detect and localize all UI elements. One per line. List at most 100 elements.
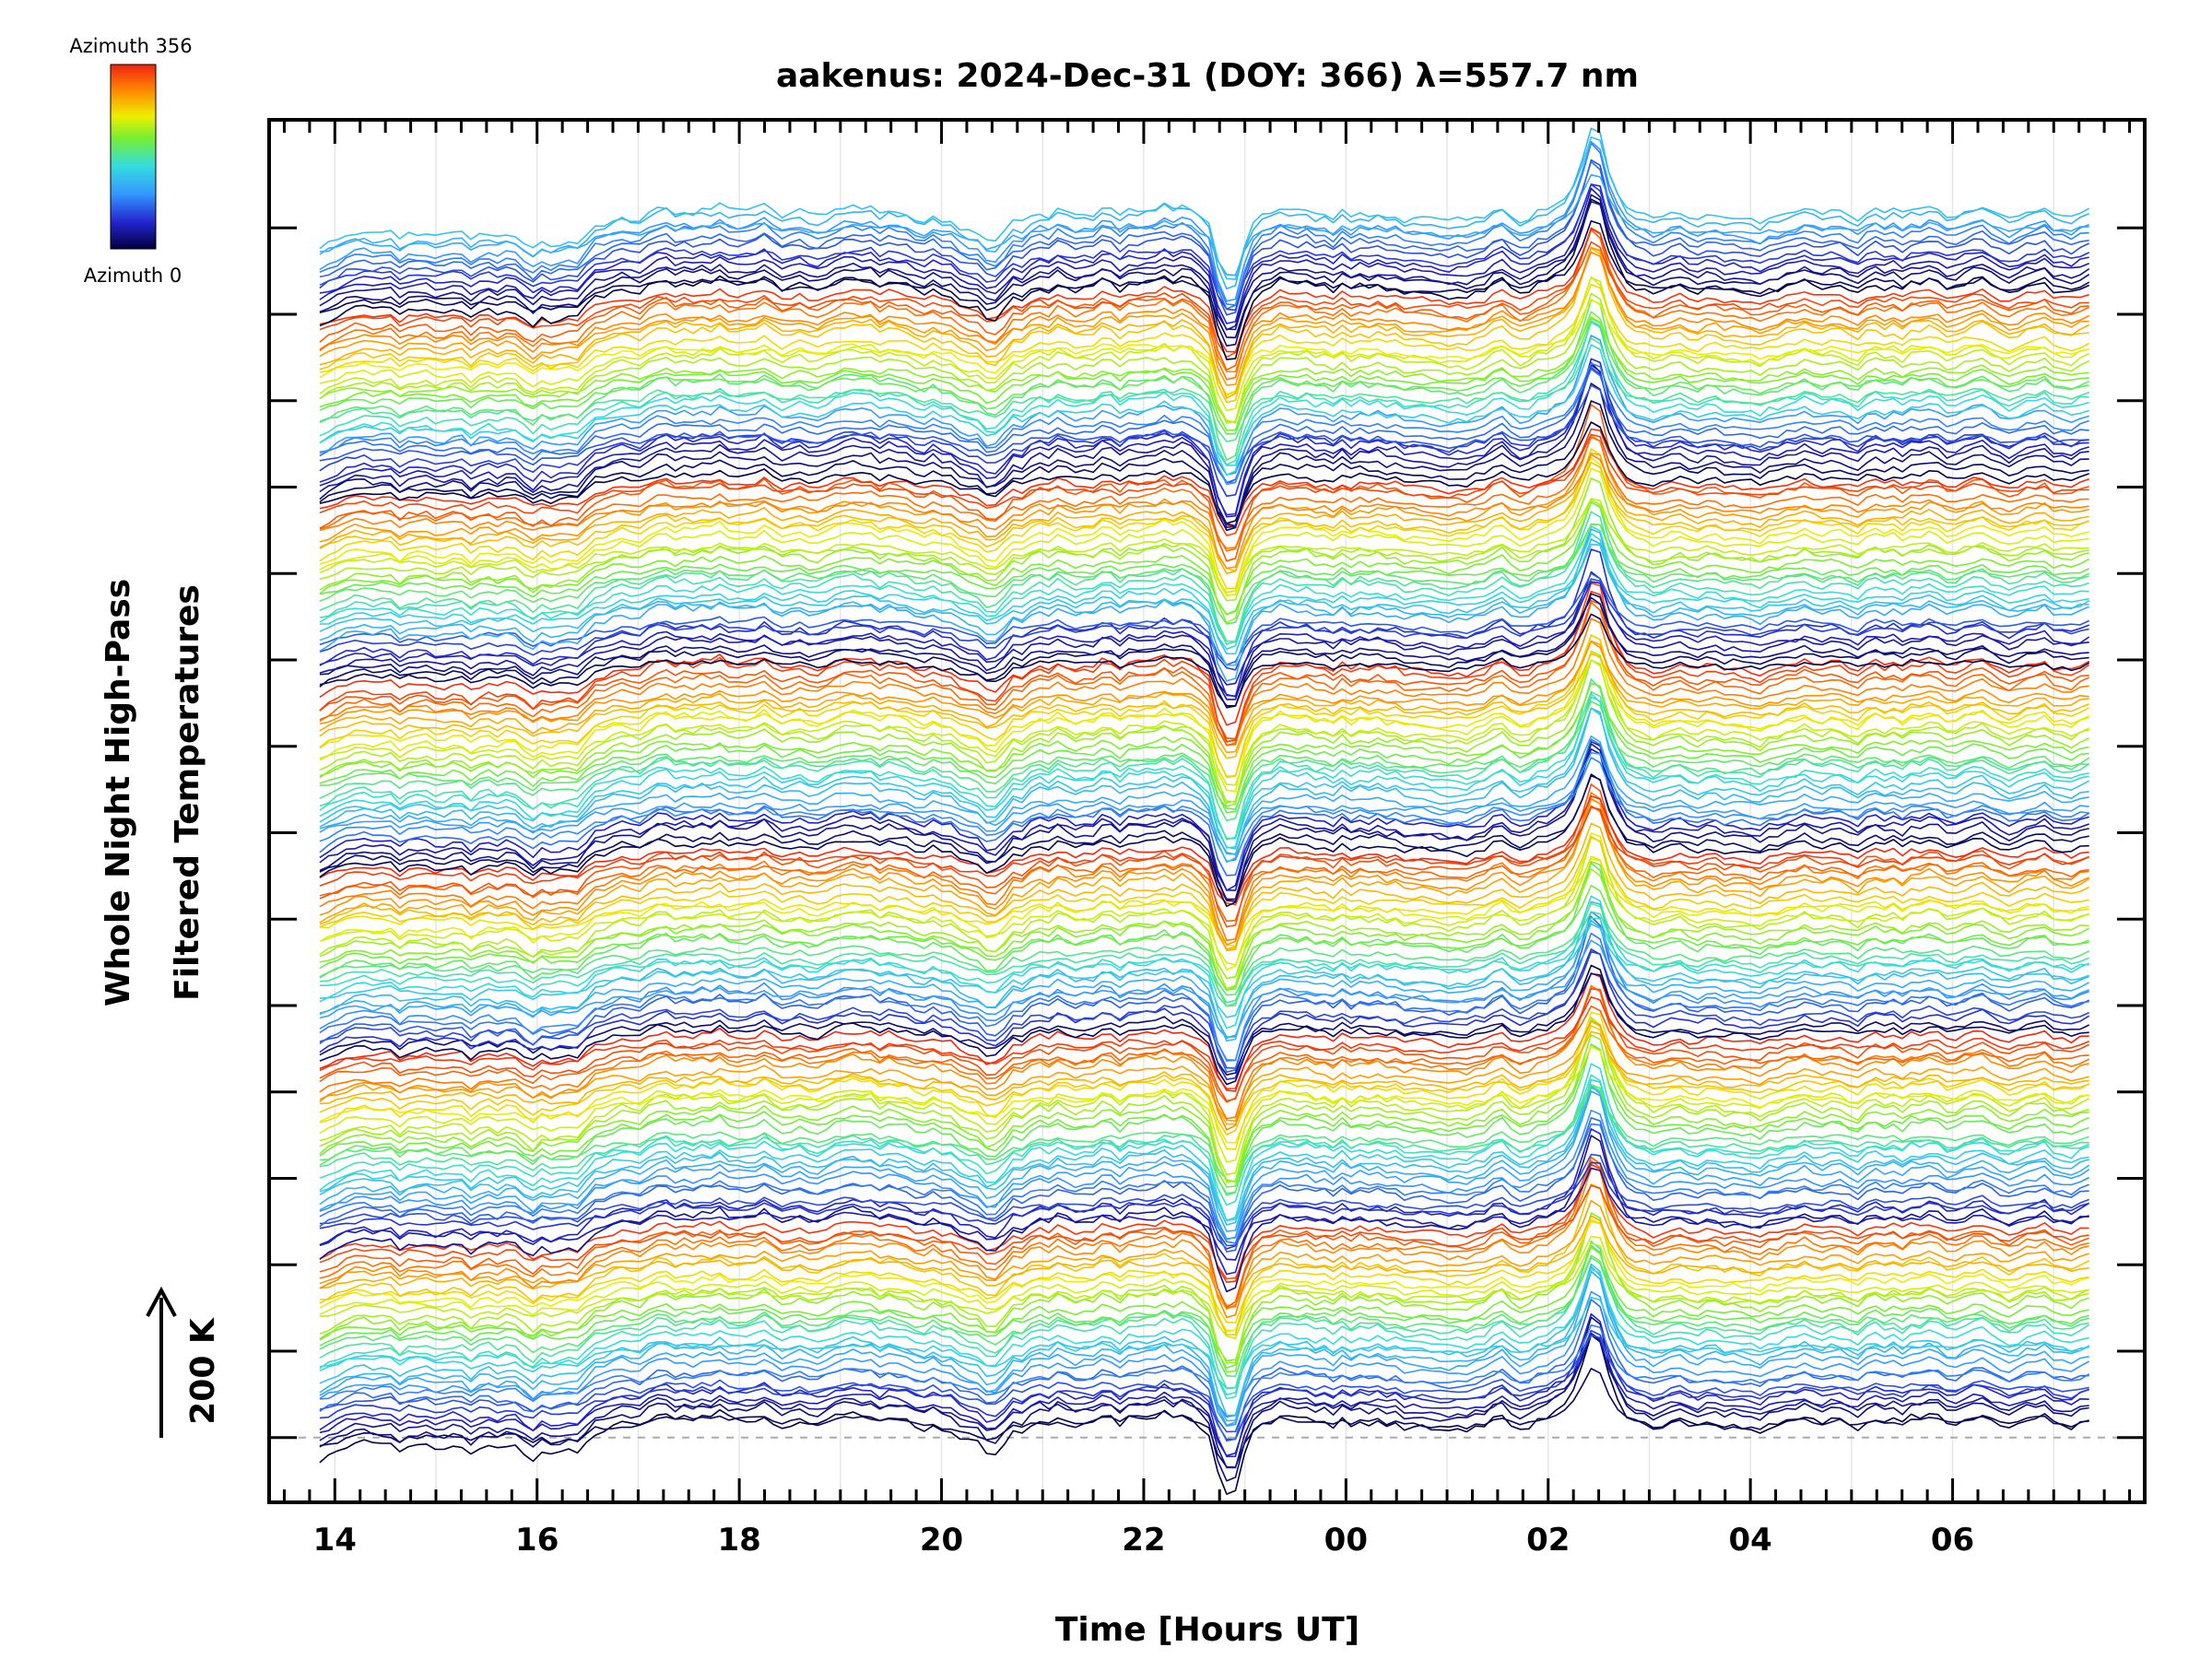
temperature-trace xyxy=(319,183,2090,312)
temperature-trace xyxy=(319,743,2089,902)
temperature-trace xyxy=(319,1316,2089,1482)
temperature-traces xyxy=(319,127,2090,1495)
x-tick-label: 00 xyxy=(1324,1522,1368,1559)
chart-title: aakenus: 2024-Dec-31 (DOY: 366) λ=557.7 … xyxy=(776,57,1639,95)
temperature-trace xyxy=(319,932,2089,1062)
temperature-trace xyxy=(319,362,2089,477)
temperature-trace xyxy=(319,1117,2089,1253)
temperature-trace xyxy=(319,461,2089,572)
temperature-trace xyxy=(319,911,2089,1062)
temperature-trace xyxy=(319,511,2089,646)
temperature-trace xyxy=(319,988,2090,1102)
temperature-trace xyxy=(319,797,2090,946)
temperature-trace xyxy=(319,127,2089,290)
temperature-trace xyxy=(319,798,2090,951)
temperature-trace xyxy=(319,1256,2089,1378)
temperature-trace xyxy=(319,735,2089,855)
temperature-trace xyxy=(319,972,2090,1076)
temperature-trace xyxy=(319,837,2089,990)
temperature-trace xyxy=(319,246,2090,399)
temperature-trace xyxy=(319,971,2089,1092)
temperature-trace xyxy=(319,160,2089,311)
temperature-trace xyxy=(319,1312,2089,1458)
temperature-trace xyxy=(319,228,2089,353)
temperature-trace xyxy=(319,582,2090,743)
colorbar xyxy=(110,64,157,250)
temperature-trace xyxy=(319,187,2089,331)
temperature-trace xyxy=(319,433,2089,536)
temperature-trace xyxy=(319,596,2089,698)
temperature-trace xyxy=(319,1020,2089,1122)
temperature-trace xyxy=(319,1074,2090,1206)
temperature-trace xyxy=(319,1167,2089,1261)
temperature-trace xyxy=(319,315,2089,423)
temperature-trace xyxy=(319,320,2089,477)
temperature-trace xyxy=(319,805,2089,923)
temperature-trace xyxy=(319,499,2089,602)
temperature-trace xyxy=(319,298,2089,396)
x-axis-label: Time [Hours UT] xyxy=(1055,1611,1359,1649)
temperature-trace xyxy=(319,321,2089,466)
temperature-trace xyxy=(319,1084,2089,1194)
temperature-trace xyxy=(319,659,2090,786)
plot-frame xyxy=(267,118,2147,1504)
temperature-trace xyxy=(319,1085,2090,1232)
temperature-trace xyxy=(319,599,2089,740)
temperature-trace xyxy=(319,219,2090,339)
x-tick-labels: 14 16 18 20 22 00 02 04 06 xyxy=(313,1522,1975,1559)
scale-arrow-head xyxy=(146,1286,177,1317)
temperature-trace xyxy=(319,915,2090,1073)
temperature-trace xyxy=(319,1128,2090,1276)
temperature-trace xyxy=(319,1199,2089,1311)
temperature-trace xyxy=(319,1220,2089,1324)
temperature-trace xyxy=(319,855,2090,966)
temperature-trace xyxy=(319,227,2090,381)
temperature-trace xyxy=(319,1011,2090,1150)
temperature-trace xyxy=(319,523,2090,625)
temperature-trace xyxy=(319,964,2089,1086)
temperature-trace xyxy=(319,1045,2090,1188)
temperature-trace xyxy=(319,939,2089,1039)
x-tick-label: 14 xyxy=(313,1522,357,1559)
temperature-trace xyxy=(319,247,2089,404)
temperature-trace xyxy=(319,1087,2089,1226)
temperature-trace xyxy=(319,317,2089,435)
temperature-trace xyxy=(319,201,2090,331)
temperature-trace xyxy=(319,1244,2089,1389)
temperature-trace xyxy=(319,501,2090,616)
axis-ticks xyxy=(269,120,2145,1502)
temperature-trace xyxy=(319,1332,2089,1457)
temperature-trace xyxy=(319,571,2089,700)
temperature-trace xyxy=(319,368,2089,484)
temperature-trace xyxy=(319,757,2089,863)
temperature-trace xyxy=(319,1016,2090,1176)
temperature-trace xyxy=(319,822,2090,950)
temperature-trace xyxy=(319,794,2089,902)
x-tick-label: 20 xyxy=(920,1522,963,1559)
temperature-trace xyxy=(319,1005,2089,1103)
temperature-trace xyxy=(319,382,2089,527)
temperature-trace xyxy=(319,884,2089,992)
temperature-trace xyxy=(319,543,2090,655)
scale-label: 200 K xyxy=(184,1317,222,1425)
temperature-trace xyxy=(319,337,2089,442)
x-tick-label: 06 xyxy=(1931,1522,1974,1559)
temperature-trace xyxy=(319,1368,2089,1468)
temperature-trace xyxy=(319,923,2089,1018)
x-tick-label: 22 xyxy=(1122,1522,1165,1559)
temperature-trace xyxy=(319,1215,2089,1306)
temperature-trace xyxy=(319,1025,2089,1135)
temperature-trace xyxy=(319,366,2089,498)
temperature-trace xyxy=(319,400,2089,532)
temperature-trace xyxy=(319,682,2089,814)
temperature-trace xyxy=(319,858,2089,947)
y-axis-label-line1: Whole Night High-Pass xyxy=(100,579,137,1006)
temperature-trace xyxy=(319,498,2089,594)
temperature-trace xyxy=(319,1167,2089,1319)
temperature-trace xyxy=(319,1335,2089,1433)
temperature-trace xyxy=(319,984,2090,1120)
temperature-trace xyxy=(319,806,2089,906)
temperature-trace xyxy=(319,404,2089,562)
temperature-trace xyxy=(319,335,2089,486)
